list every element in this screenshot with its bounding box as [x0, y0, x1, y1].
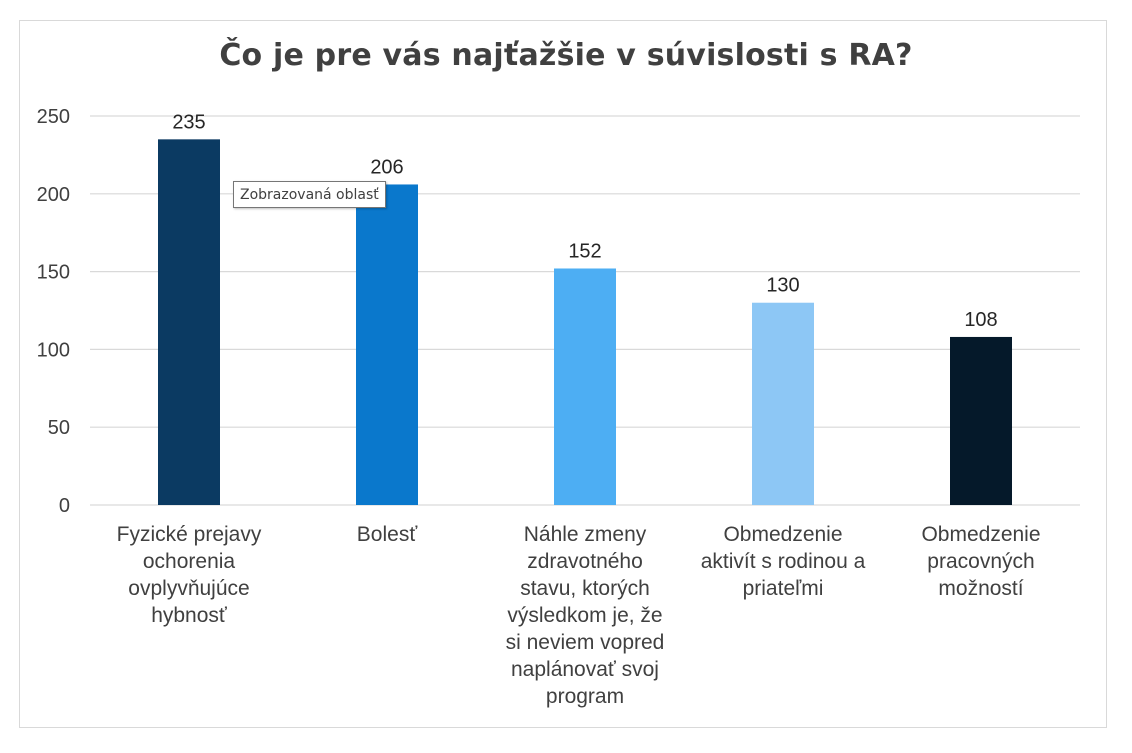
category-label: zdravotného — [527, 550, 643, 573]
category-label: Náhle zmeny — [524, 523, 647, 546]
y-tick-label: 250 — [37, 106, 70, 128]
bars — [158, 139, 1012, 506]
plot-area-tooltip: Zobrazovaná oblasť — [233, 181, 386, 208]
data-labels: 235 206 152 130 108 — [172, 111, 997, 331]
y-axis-ticks: 0 50 100 150 200 250 — [37, 106, 70, 517]
y-tick-label: 50 — [48, 417, 70, 439]
category-label: hybnosť — [151, 604, 228, 627]
category-label: naplánovať svoj — [511, 658, 659, 681]
bar-value-label: 152 — [568, 240, 601, 262]
chart-title: Čo je pre vás najťažšie v súvislosti s R… — [219, 38, 913, 73]
bar — [950, 336, 1012, 505]
category-label: Fyzické prejavy — [117, 523, 262, 546]
category-label: výsledkom je, že — [507, 604, 662, 627]
category-label: pracovných — [927, 550, 1034, 573]
bar — [356, 184, 418, 506]
y-tick-label: 200 — [37, 184, 70, 206]
category-label: Obmedzenie — [921, 523, 1040, 546]
category-label: Obmedzenie — [723, 523, 842, 546]
category-label: priateľmi — [743, 577, 824, 600]
category-label: ochorenia — [143, 550, 236, 573]
category-label: si neviem vopred — [506, 631, 665, 654]
category-label: Bolesť — [357, 523, 419, 546]
bar — [554, 268, 616, 505]
category-label: možností — [938, 577, 1023, 600]
category-label: ovplyvňujúce — [128, 577, 249, 600]
category-labels: Fyzické prejavy ochorenia ovplyvňujúce hybn… — [117, 523, 1041, 708]
category-label: stavu, ktorých — [520, 577, 650, 600]
y-tick-label: 100 — [37, 339, 70, 361]
category-label: program — [546, 685, 624, 708]
y-tick-label: 150 — [37, 262, 70, 284]
bar — [158, 139, 220, 505]
bar-value-label: 206 — [370, 156, 403, 178]
bar-value-label: 130 — [766, 275, 799, 297]
bar-value-label: 108 — [964, 309, 997, 331]
bar-value-label: 235 — [172, 111, 205, 133]
category-label: aktivít s rodinou a — [701, 550, 866, 573]
y-tick-label: 0 — [59, 495, 70, 517]
bar — [752, 302, 814, 505]
